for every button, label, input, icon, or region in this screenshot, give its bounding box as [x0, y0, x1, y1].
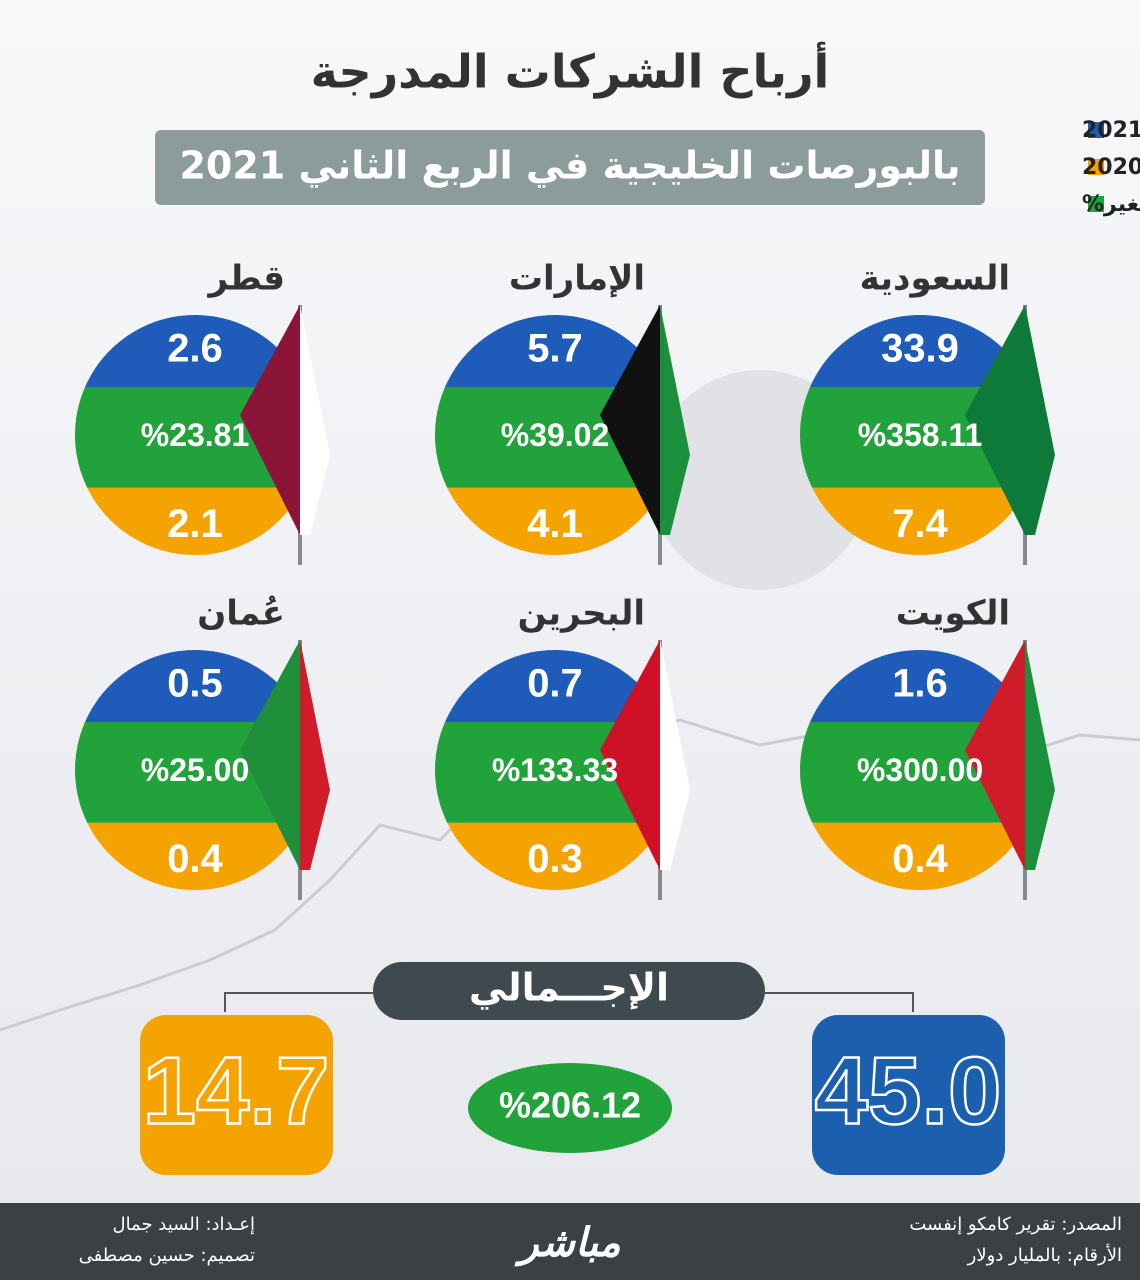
country-name: الكويت [896, 594, 1010, 634]
designed-by: تصميم: حسين مصطفى [79, 1245, 255, 1266]
flag [240, 640, 300, 870]
units: الأرقام: بالمليار دولار [967, 1244, 1122, 1266]
logo: مباشر [514, 1220, 621, 1267]
flag-part [300, 305, 330, 535]
total-2020-box [140, 1015, 333, 1175]
flag-part [300, 640, 330, 870]
change: %23.81 [141, 417, 250, 453]
total-2020: 14.7 [143, 1037, 330, 1144]
flag [965, 305, 1025, 535]
total-change-box [468, 1063, 672, 1153]
value-2021: 0.5 [167, 662, 223, 706]
change: %300.00 [857, 752, 983, 788]
footer [0, 1203, 1140, 1280]
flag-part [660, 640, 690, 870]
value-2021: 1.6 [892, 662, 948, 706]
legend-swatch [1088, 122, 1104, 138]
country-name: عُمان [197, 594, 285, 634]
legend-swatch [1088, 196, 1104, 212]
value-2020: 2.1 [167, 502, 223, 546]
value-2020: 0.3 [527, 837, 583, 881]
title: أرباح الشركات المدرجة [311, 42, 830, 99]
value-2021: 2.6 [167, 327, 223, 371]
flag [240, 305, 300, 535]
flag [600, 305, 660, 535]
country-name: البحرين [518, 594, 645, 634]
change: %39.02 [501, 417, 610, 453]
value-2021: 33.9 [881, 327, 959, 371]
legend-label: 2020 [1082, 155, 1140, 180]
legend-label: 2021 [1082, 118, 1140, 143]
subtitle-box [155, 130, 985, 205]
value-2020: 0.4 [167, 837, 223, 881]
value-2021: 5.7 [527, 327, 583, 371]
country-name: السعودية [860, 259, 1010, 299]
change: %25.00 [141, 752, 250, 788]
subtitle: بالبورصات الخليجية في الربع الثاني 2021 [179, 144, 960, 188]
value-2020: 0.4 [892, 837, 948, 881]
total-change: %206.12 [499, 1085, 641, 1126]
legend: 2021 2020 التغير% [1082, 118, 1140, 217]
change: %133.33 [492, 752, 618, 788]
flag [600, 640, 660, 870]
legend-label: التغير% [1082, 192, 1140, 217]
value-2021: 0.7 [527, 662, 583, 706]
source: المصدر: تقرير كامكو إنفست [909, 1214, 1122, 1235]
flag-part [1025, 640, 1055, 870]
prepared-by: إعـداد: السيد جمال [112, 1214, 255, 1235]
connector [224, 992, 914, 1012]
country-name: قطر [206, 259, 285, 299]
country-name: الإمارات [509, 259, 645, 299]
change: %358.11 [858, 417, 983, 453]
legend-swatch [1088, 159, 1104, 175]
total-label: الإجـــمالي [469, 966, 669, 1010]
flag-part [660, 305, 690, 535]
value-2020: 4.1 [527, 502, 583, 546]
total-2021: 45.0 [815, 1037, 1002, 1144]
flag-part [1025, 305, 1055, 535]
total-label-pill [373, 962, 765, 1020]
flag [965, 640, 1025, 870]
total-2021-box [812, 1015, 1005, 1175]
value-2020: 7.4 [892, 502, 948, 546]
